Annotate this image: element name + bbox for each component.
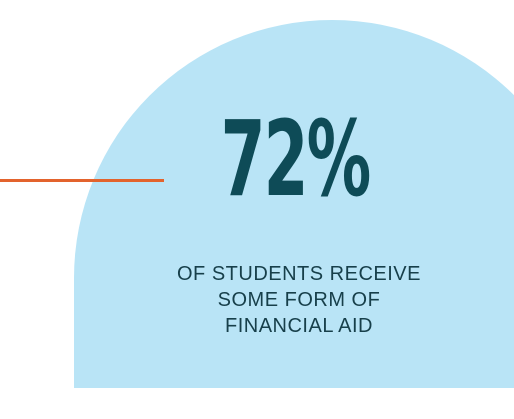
caption-line-3: FINANCIAL AID — [224, 315, 373, 337]
caption-line-2: SOME FORM OF — [217, 289, 381, 311]
connector-line — [0, 179, 164, 182]
caption-line-1: OF STUDENTS RECEIVE — [177, 263, 421, 285]
stat-value: 72% — [220, 98, 372, 220]
stat-caption: OF STUDENTS RECEIVE SOME FORM OF FINANCI… — [84, 261, 514, 339]
